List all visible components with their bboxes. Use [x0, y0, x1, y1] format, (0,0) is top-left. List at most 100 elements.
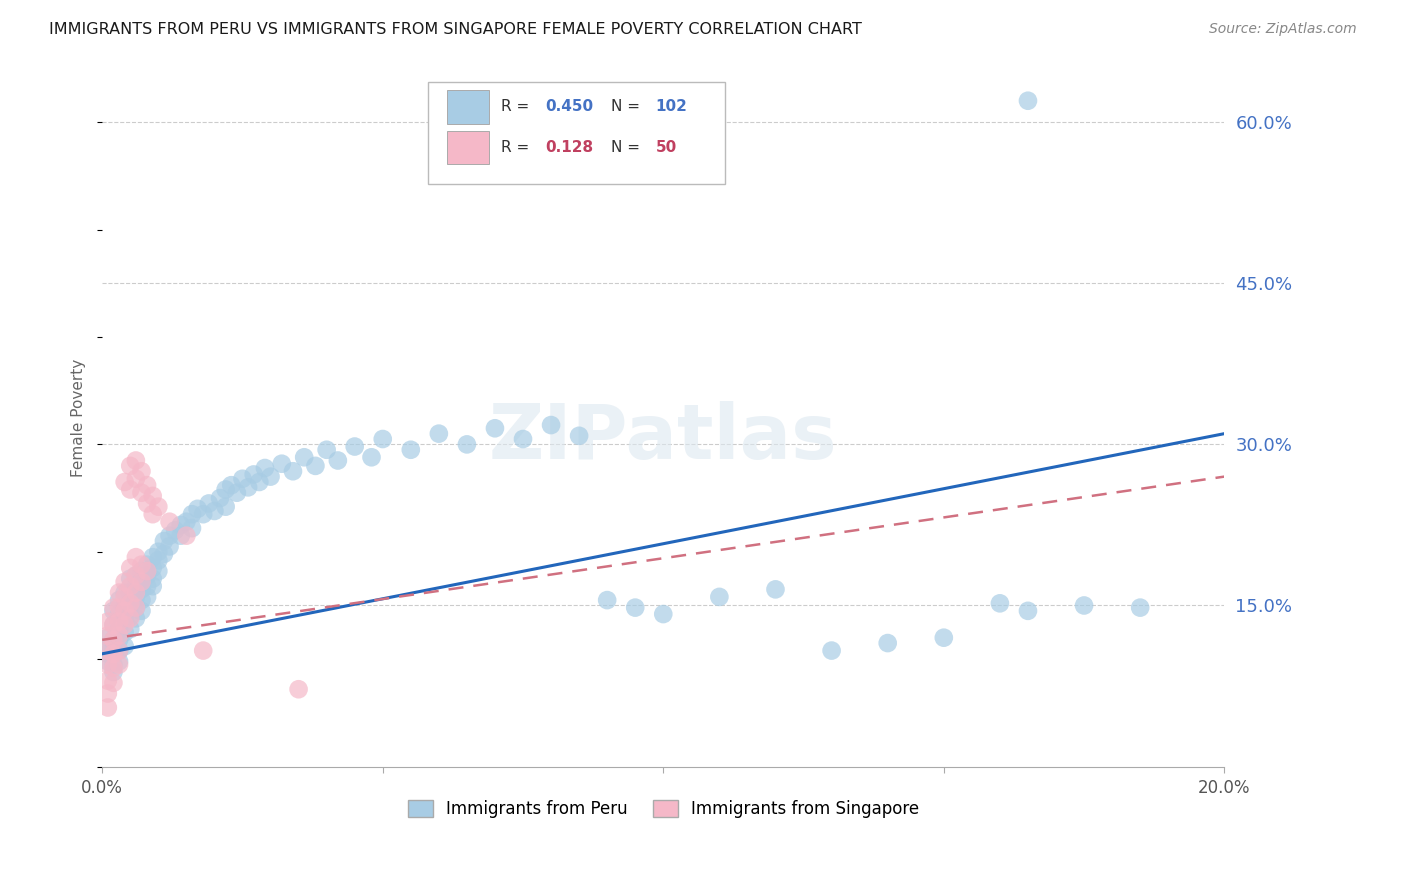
Point [484, 421, 506, 435]
Point [114, 590, 136, 604]
Point [125, 600, 148, 615]
Legend: Immigrants from Peru, Immigrants from Singapore: Immigrants from Peru, Immigrants from Si… [401, 793, 925, 824]
Point [103, 604, 125, 618]
Point [114, 640, 136, 654]
Point [236, 480, 259, 494]
Point [136, 496, 159, 510]
Point [136, 568, 159, 582]
FancyBboxPatch shape [447, 90, 489, 124]
Point [120, 599, 142, 613]
Point [103, 617, 125, 632]
Point [108, 607, 131, 621]
Point [114, 475, 136, 489]
Text: IMMIGRANTS FROM PERU VS IMMIGRANTS FROM SINGAPORE FEMALE POVERTY CORRELATION CHA: IMMIGRANTS FROM PERU VS IMMIGRANTS FROM … [49, 22, 862, 37]
Text: 0.128: 0.128 [546, 140, 593, 155]
Point [142, 561, 165, 575]
Text: R =: R = [501, 140, 538, 155]
Point [136, 590, 159, 604]
Point [142, 572, 165, 586]
Text: N =: N = [610, 140, 644, 155]
Point [142, 507, 165, 521]
Point [193, 643, 215, 657]
Point [1017, 604, 1039, 618]
Point [125, 585, 148, 599]
Point [136, 478, 159, 492]
Point [512, 432, 534, 446]
Point [125, 590, 148, 604]
Point [159, 529, 181, 543]
Point [170, 529, 193, 543]
Point [159, 515, 181, 529]
Point [97, 615, 120, 629]
Point [103, 600, 125, 615]
Point [292, 450, 315, 465]
Point [131, 574, 153, 589]
Point [103, 632, 125, 647]
Point [136, 564, 159, 578]
Point [108, 654, 131, 668]
Point [108, 585, 131, 599]
Point [103, 617, 125, 632]
Point [204, 504, 226, 518]
Point [103, 647, 125, 661]
Point [219, 478, 242, 492]
Point [108, 622, 131, 636]
Text: ZIPatlas: ZIPatlas [489, 401, 838, 475]
Point [97, 647, 120, 661]
Point [360, 450, 382, 465]
Point [125, 568, 148, 582]
Point [176, 515, 198, 529]
Point [399, 442, 422, 457]
FancyBboxPatch shape [447, 130, 489, 164]
Point [97, 628, 120, 642]
Point [120, 609, 142, 624]
Point [114, 611, 136, 625]
Point [103, 632, 125, 647]
Point [456, 437, 478, 451]
Point [108, 600, 131, 615]
Point [97, 643, 120, 657]
Point [97, 657, 120, 672]
Point [165, 524, 187, 538]
Point [326, 453, 349, 467]
Point [120, 579, 142, 593]
Text: 50: 50 [655, 140, 676, 155]
Point [125, 453, 148, 467]
Point [131, 558, 153, 572]
Point [120, 611, 142, 625]
Point [427, 426, 450, 441]
Point [103, 675, 125, 690]
Point [148, 553, 170, 567]
Point [97, 631, 120, 645]
Point [540, 418, 562, 433]
Text: Source: ZipAtlas.com: Source: ZipAtlas.com [1209, 22, 1357, 37]
Point [125, 550, 148, 565]
Text: 0.450: 0.450 [546, 99, 593, 114]
Point [208, 491, 231, 505]
Point [170, 517, 193, 532]
Point [181, 507, 204, 521]
Point [103, 643, 125, 657]
Point [103, 657, 125, 672]
Point [153, 534, 176, 549]
Point [108, 643, 131, 657]
Point [131, 593, 153, 607]
Point [988, 596, 1011, 610]
Point [114, 574, 136, 589]
Point [131, 574, 153, 589]
Text: R =: R = [501, 99, 534, 114]
Point [108, 593, 131, 607]
Point [114, 625, 136, 640]
Point [120, 585, 142, 599]
Point [97, 673, 120, 688]
Point [108, 657, 131, 672]
Text: N =: N = [610, 99, 644, 114]
Point [131, 582, 153, 597]
Point [371, 432, 394, 446]
Point [315, 442, 337, 457]
Point [198, 496, 221, 510]
Point [142, 550, 165, 565]
Point [97, 654, 120, 668]
Point [131, 604, 153, 618]
Point [120, 596, 142, 610]
